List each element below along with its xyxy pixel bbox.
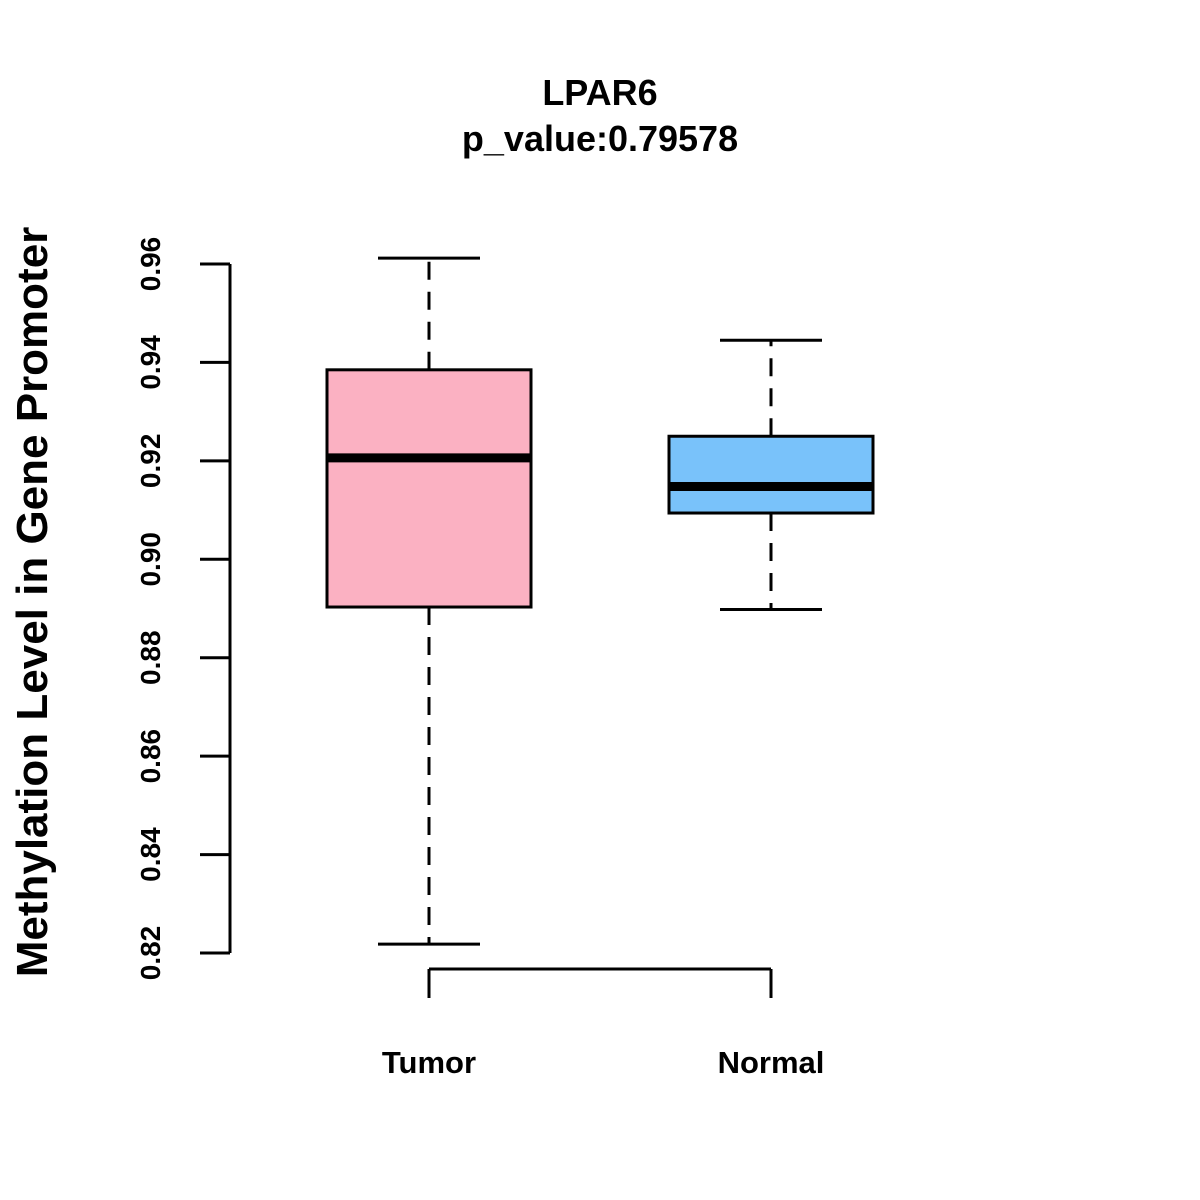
box-normal xyxy=(667,338,875,611)
x-tick-label-normal: Normal xyxy=(718,1045,825,1080)
y-tick-label: 0.94 xyxy=(135,335,166,390)
y-tick-label: 0.84 xyxy=(135,827,166,882)
x-axis: Tumor Normal xyxy=(382,967,825,1080)
y-tick-label: 0.92 xyxy=(135,434,166,489)
y-tick-label: 0.90 xyxy=(135,532,166,587)
iqr-box xyxy=(325,368,533,609)
y-tick-label: 0.82 xyxy=(135,926,166,981)
boxes xyxy=(325,256,875,946)
x-tick-label-tumor: Tumor xyxy=(382,1045,476,1080)
chart-subtitle: p_value:0.79578 xyxy=(462,118,738,159)
y-axis: 0.82 0.84 0.86 0.88 0.90 0.92 0.94 0.96 xyxy=(135,237,232,981)
iqr-box xyxy=(667,434,875,515)
y-axis-label: Methylation Level in Gene Promoter xyxy=(8,227,57,978)
box-tumor xyxy=(325,256,533,946)
y-tick-label: 0.88 xyxy=(135,630,166,685)
y-tick-label: 0.96 xyxy=(135,237,166,292)
y-tick-label: 0.86 xyxy=(135,729,166,784)
chart-title: LPAR6 xyxy=(542,72,657,113)
